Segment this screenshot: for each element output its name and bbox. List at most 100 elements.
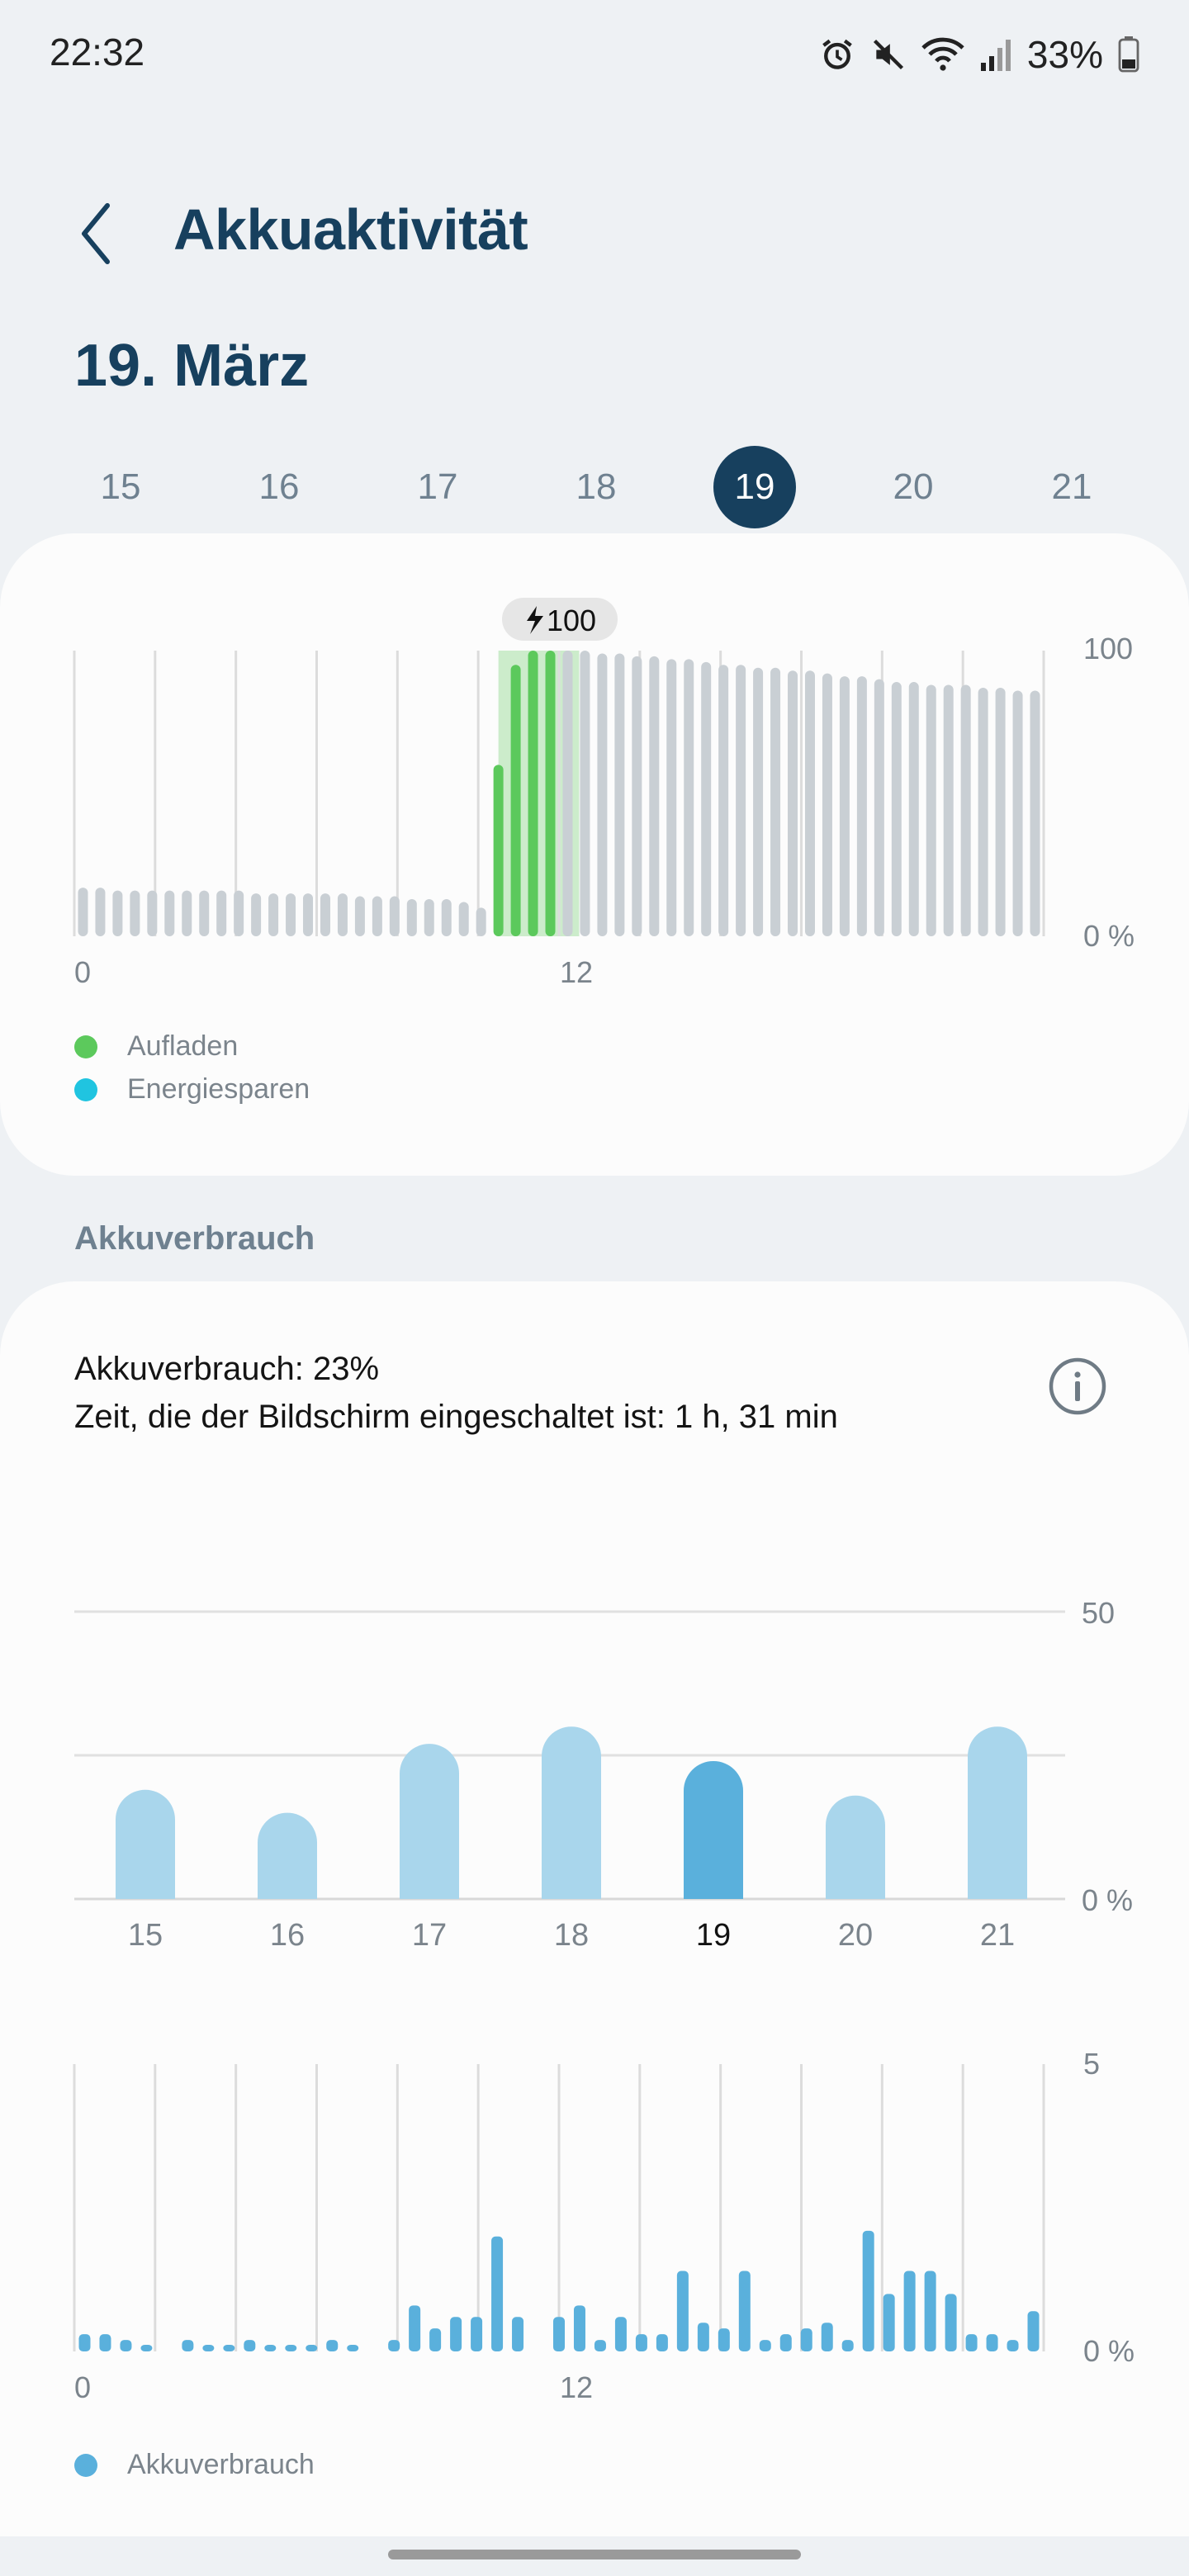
day-15[interactable]: 15 [100, 466, 141, 507]
level-bar [1012, 690, 1023, 936]
legend-dot-usage [74, 2453, 97, 2477]
weekly-usage-chart: 15 16 17 18 19 20 21 50 0 % [74, 1596, 1133, 1953]
level-bar [701, 661, 712, 936]
level-bar [510, 665, 521, 936]
level-bar [926, 684, 936, 936]
hourly-bar [347, 2345, 359, 2351]
back-button[interactable] [66, 197, 126, 271]
hourly-bar [573, 2305, 585, 2351]
info-button[interactable] [1049, 1357, 1106, 1415]
hourly-bar [718, 2328, 730, 2351]
battery-level-chart: 100 100 0 % 0 12 [73, 598, 1135, 989]
level-bar [562, 651, 573, 936]
level-bar [528, 651, 538, 936]
level-bar [960, 684, 971, 936]
battery-icon [1118, 36, 1139, 73]
weekly-x-label-17: 17 [412, 1918, 447, 1953]
level-bar [182, 890, 192, 936]
level-bar [130, 890, 140, 936]
level-bar [770, 667, 781, 936]
level-bar [476, 907, 486, 936]
hourly-bar [202, 2345, 215, 2351]
level-bar [788, 670, 798, 936]
weekly-x-label-16: 16 [270, 1918, 305, 1953]
bolt-icon [527, 606, 543, 634]
hourly-bar [285, 2345, 297, 2351]
hourly-bar [78, 2334, 91, 2351]
weekly-x-label-19: 19 [696, 1918, 731, 1953]
level-bar [736, 665, 746, 936]
weekly-x-label-20: 20 [838, 1918, 873, 1953]
status-time: 22:32 [50, 31, 145, 73]
level-bar [354, 896, 365, 936]
legend-label-power-saving: Energiesparen [127, 1073, 310, 1105]
weekly-x-label-21: 21 [980, 1918, 1015, 1953]
hourly-bar [656, 2334, 668, 2351]
hourly-bar [883, 2294, 895, 2351]
weekly-y-top: 50 [1082, 1596, 1115, 1630]
level-bar [545, 651, 556, 936]
weekly-bar-15 [116, 1789, 175, 1899]
weekly-bar-20 [826, 1795, 885, 1899]
level-bar [597, 653, 608, 936]
hourly-bar [99, 2334, 111, 2351]
day-19[interactable]: 19 [713, 446, 796, 528]
hourly-bar [697, 2323, 709, 2351]
level-bar [995, 687, 1006, 936]
level-bar [649, 656, 660, 936]
level-bar [112, 890, 123, 936]
level-bar [839, 676, 850, 936]
weekly-x-label-15: 15 [128, 1918, 163, 1953]
day-16[interactable]: 16 [258, 466, 300, 507]
charge-badge: 100 [502, 598, 618, 641]
hourly-bar [965, 2334, 978, 2351]
hourly-y-top: 5 [1083, 2047, 1100, 2081]
hourly-bar [140, 2345, 153, 2351]
day-17[interactable]: 17 [417, 466, 458, 507]
level-bar [822, 673, 832, 936]
level-bar [908, 682, 919, 936]
hourly-bar [306, 2345, 318, 2351]
hourly-bar [779, 2334, 792, 2351]
hourly-bar [120, 2340, 132, 2351]
hourly-bar [738, 2271, 751, 2351]
charge-label: 100 [547, 604, 596, 637]
level-bar [684, 659, 694, 936]
home-indicator[interactable] [388, 2550, 801, 2559]
level-bar [303, 893, 314, 936]
level-bar [234, 890, 244, 936]
weekly-y-bottom: 0 % [1082, 1883, 1133, 1917]
hourly-bar [635, 2334, 647, 2351]
hourly-usage-chart: 5 0 % 0 12 [73, 2047, 1135, 2404]
hourly-bar [841, 2340, 854, 2351]
level-bar [251, 893, 262, 936]
battery-level-card: 100 100 0 % 0 12 Aufladen Energiesparen [0, 533, 1189, 1176]
hourly-bar [821, 2323, 833, 2351]
date-heading: 19. März [74, 333, 310, 399]
hourly-bar [903, 2271, 916, 2351]
weekly-x-label-18: 18 [554, 1918, 589, 1953]
day-20[interactable]: 20 [893, 466, 934, 507]
day-21[interactable]: 21 [1051, 466, 1092, 507]
alarm-icon [819, 36, 855, 73]
page-title: Akkuaktivität [173, 197, 528, 262]
info-icon [1049, 1357, 1106, 1415]
hourly-x-label-0: 0 [74, 2370, 91, 2404]
battery-percent: 33% [1026, 33, 1103, 76]
legend-dot-charging [74, 1035, 97, 1058]
legend-usage: Akkuverbrauch [74, 2449, 315, 2481]
hourly-bar [759, 2340, 771, 2351]
hourly-bar [429, 2328, 442, 2351]
level-bar [95, 888, 106, 936]
hourly-bar [512, 2317, 524, 2351]
weekly-bar-16 [258, 1812, 317, 1899]
level-bar [718, 665, 729, 936]
hourly-bar [182, 2340, 194, 2351]
hourly-bar [491, 2236, 504, 2351]
level-bar [320, 893, 330, 936]
level-bar [804, 670, 815, 936]
level-bar [753, 667, 764, 936]
y-label-top: 100 [1083, 632, 1133, 665]
hourly-bar [862, 2230, 874, 2351]
day-18[interactable]: 18 [576, 466, 617, 507]
